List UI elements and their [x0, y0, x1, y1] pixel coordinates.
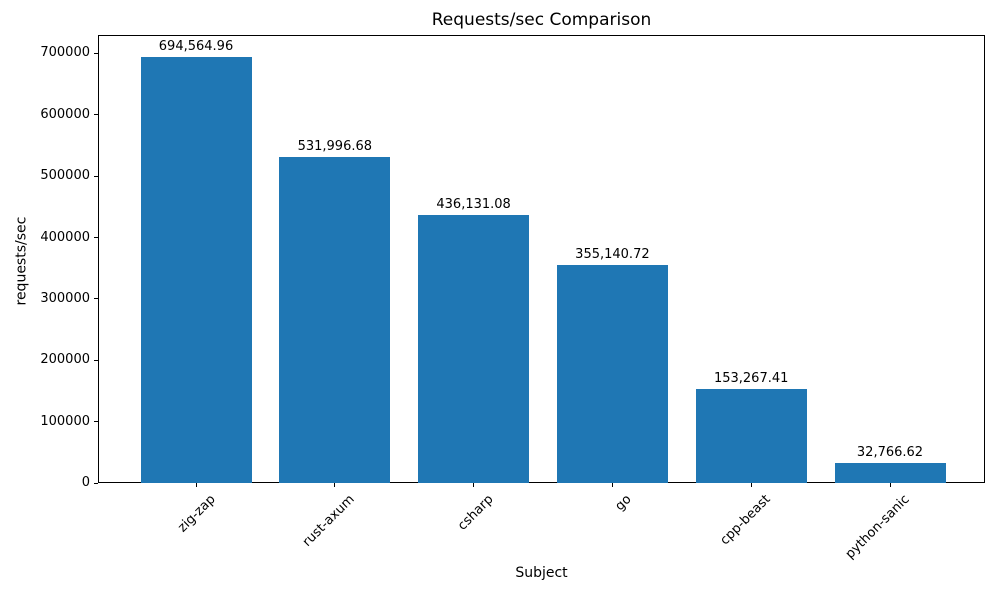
bar-value-label: 32,766.62	[856, 444, 924, 460]
y-tick-mark	[94, 421, 98, 423]
y-tick-label: 0	[81, 475, 90, 490]
y-tick-mark	[94, 52, 98, 54]
x-tick-mark	[195, 483, 197, 487]
x-tick-label: go	[612, 492, 635, 515]
bar-value-label: 153,267.41	[713, 370, 789, 386]
y-tick-label: 500000	[40, 168, 90, 184]
y-tick-label: 400000	[40, 229, 90, 245]
y-tick-label: 100000	[40, 413, 90, 429]
x-tick-label: zig-zap	[175, 492, 219, 536]
bar-value-label: 436,131.08	[436, 197, 511, 213]
y-tick-mark	[94, 298, 98, 300]
chart-title: Requests/sec Comparison	[431, 10, 652, 30]
bar-go	[556, 265, 668, 483]
x-tick-mark	[611, 483, 613, 487]
x-tick-label: csharp	[454, 492, 497, 534]
bar-value-label: 531,996.68	[297, 138, 373, 154]
x-tick-label: rust-axum	[299, 492, 358, 550]
x-tick-mark	[473, 483, 475, 487]
bar-rust-axum	[279, 156, 391, 483]
y-tick-label: 300000	[40, 290, 90, 306]
x-tick-label: python-sanic	[842, 492, 913, 562]
bar-value-label: 694,564.96	[158, 38, 234, 54]
y-tick-label: 200000	[40, 352, 90, 368]
y-tick-label: 700000	[40, 45, 90, 61]
y-tick-mark	[94, 359, 98, 361]
plot-area: 0 100000 200000 300000 400000 500000 600000 700…	[40, 35, 985, 562]
x-tick-label: cpp-beast	[717, 492, 774, 549]
bar-python-sanic	[834, 462, 946, 483]
x-tick-mark	[334, 483, 336, 487]
bar-zig-zap	[140, 56, 252, 483]
bar-csharp	[418, 215, 530, 483]
y-tick-mark	[94, 237, 98, 239]
y-tick-mark	[94, 114, 98, 116]
y-tick-mark	[94, 175, 98, 177]
x-tick-mark	[750, 483, 752, 487]
x-tick-mark	[889, 483, 891, 487]
x-axis-label: Subject	[515, 565, 568, 581]
y-tick-label: 600000	[40, 106, 90, 122]
y-tick-mark	[94, 482, 98, 484]
bar-value-label: 355,140.72	[575, 247, 650, 263]
bar-cpp-beast	[695, 388, 807, 483]
